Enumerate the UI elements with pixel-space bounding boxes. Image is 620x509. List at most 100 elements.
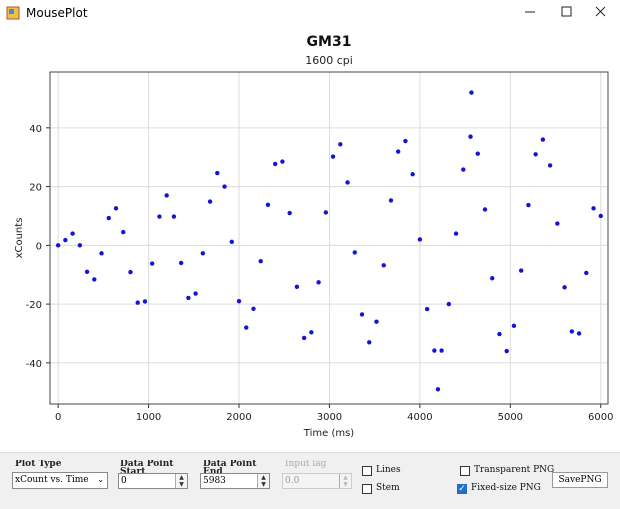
data-point — [453, 231, 459, 236]
data-point — [345, 180, 350, 185]
plot-type-combo[interactable]: xCount vs. Time ⌄ — [12, 472, 108, 489]
data-point — [316, 280, 321, 285]
data-point — [236, 298, 242, 304]
data-point — [63, 237, 68, 243]
data-point — [55, 243, 61, 248]
data-point — [504, 348, 509, 354]
data-point — [374, 319, 379, 324]
data-point — [330, 154, 336, 159]
data-point — [562, 285, 567, 290]
data-point — [352, 250, 357, 255]
combo-arrow: ⌄ — [97, 475, 104, 484]
checkbox[interactable] — [362, 484, 372, 494]
checkbox[interactable]: ✓ — [457, 484, 467, 494]
x-tick-label: 0 — [55, 412, 61, 423]
data-point — [367, 340, 372, 345]
data-point — [533, 152, 538, 157]
data-point — [258, 259, 263, 264]
data-point — [280, 159, 285, 164]
data-point — [338, 142, 343, 147]
start-label: Data Point Start — [120, 460, 174, 473]
data-point — [207, 199, 213, 204]
data-point — [99, 251, 104, 256]
title-bar: MousePlot — [0, 0, 620, 26]
data-point — [193, 291, 198, 296]
checkbox-label: Fixed-size PNG — [471, 483, 541, 493]
data-point — [178, 260, 184, 266]
data-point — [591, 206, 596, 211]
data-point — [410, 172, 415, 177]
data-point — [518, 268, 524, 273]
x-tick-label: 2000 — [226, 412, 251, 423]
data-point — [424, 306, 430, 312]
data-point — [490, 276, 495, 281]
data-point — [475, 151, 480, 156]
app-icon — [6, 6, 20, 20]
y-tick-label: 20 — [29, 183, 42, 194]
data-point — [294, 284, 300, 289]
data-point — [417, 237, 423, 242]
spin[interactable]: ▲ ▼ — [175, 474, 187, 488]
x-tick-label: 6000 — [588, 412, 613, 423]
y-tick-label: 0 — [36, 241, 42, 252]
data-point — [359, 312, 365, 317]
data-point — [244, 325, 249, 330]
save-button[interactable]: SavePNG — [552, 472, 608, 488]
data-point — [569, 329, 575, 334]
data-point — [439, 348, 444, 353]
data-point — [186, 295, 191, 301]
data-point — [171, 214, 177, 219]
data-point — [128, 269, 133, 275]
plot-frame — [49, 71, 609, 405]
end-value: 5983 — [203, 476, 226, 486]
spin[interactable]: ▲ ▼ — [257, 474, 269, 488]
x-tick-label: 5000 — [498, 412, 523, 423]
data-point — [215, 170, 220, 176]
window-title: MousePlot — [26, 6, 88, 20]
data-point — [511, 323, 517, 329]
data-point — [482, 207, 488, 212]
data-point — [222, 184, 227, 189]
data-point — [106, 215, 111, 221]
data-point — [200, 251, 206, 256]
data-point — [555, 221, 560, 226]
data-point — [251, 306, 256, 312]
y-tick-label: -20 — [26, 300, 42, 311]
start-input[interactable]: 0 ▲ ▼ — [118, 473, 188, 489]
data-point — [584, 270, 589, 276]
data-point — [113, 206, 119, 211]
data-point — [540, 137, 546, 142]
input-lag-label: Input lag — [285, 460, 327, 469]
end-input[interactable]: 5983 ▲ ▼ — [200, 473, 270, 489]
data-point — [287, 210, 292, 216]
x-tick-label: 3000 — [317, 412, 342, 423]
data-point — [265, 202, 271, 207]
data-point — [435, 387, 441, 392]
chart: GM31 1600 cpi -40 -20 0 20 40 0 1000 2000 3000 4000… — [14, 34, 613, 439]
data-point — [84, 269, 90, 274]
input-lag-value: 0.0 — [285, 476, 300, 486]
data-point — [526, 202, 531, 208]
data-point — [70, 231, 75, 236]
checkbox[interactable] — [460, 466, 470, 476]
data-point — [469, 90, 474, 95]
spin: ▲ ▼ — [339, 474, 351, 488]
end-label: Data Point End — [203, 460, 257, 473]
data-point — [142, 299, 148, 304]
chart-subtitle: 1600 cpi — [305, 54, 353, 67]
data-point — [403, 138, 408, 144]
data-point — [598, 213, 603, 219]
plot-type-value: xCount vs. Time — [15, 475, 89, 485]
start-value: 0 — [121, 476, 127, 486]
checkbox-label: Stem — [376, 483, 400, 493]
data-point — [164, 193, 169, 198]
data-point — [157, 214, 162, 219]
y-tick-label: -40 — [26, 359, 42, 370]
data-point — [121, 229, 126, 235]
checkbox[interactable] — [362, 466, 372, 476]
y-tick-label: 40 — [29, 124, 42, 135]
window-buttons[interactable] — [510, 0, 620, 26]
data-point — [497, 331, 502, 337]
data-point — [388, 198, 394, 203]
chart-title: GM31 — [307, 34, 352, 50]
